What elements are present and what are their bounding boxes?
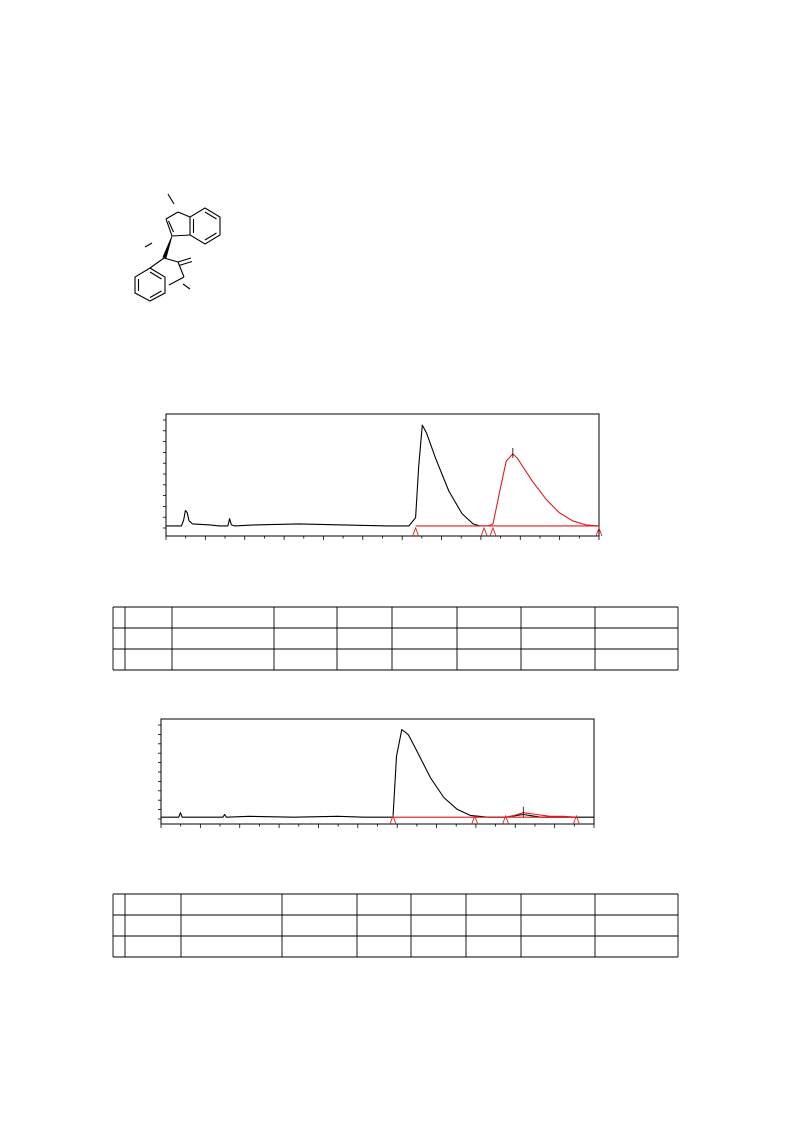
chromatogram-1-frame xyxy=(165,413,600,537)
chromatogram-2-traces xyxy=(161,728,594,818)
trace-series-2 xyxy=(505,812,577,818)
results-table-2 xyxy=(112,893,679,958)
results-table-1 xyxy=(112,606,679,671)
chromatogram-1-integration-markers xyxy=(412,526,603,537)
integration-marker xyxy=(595,526,603,537)
integration-marker xyxy=(572,814,580,825)
chromatogram-1-traces xyxy=(166,424,600,527)
integration-marker xyxy=(480,526,488,537)
chromatogram-2 xyxy=(158,718,595,828)
chromatogram-2-frame xyxy=(160,718,595,825)
integration-marker xyxy=(389,814,397,825)
trace-series-1 xyxy=(166,424,489,527)
chromatogram-2-integration-markers xyxy=(389,814,580,825)
trace-series-2 xyxy=(488,453,600,527)
chromatogram-2-x-ticks xyxy=(160,824,595,828)
chemical-structure xyxy=(134,193,221,302)
integration-marker xyxy=(502,814,510,825)
trace-series-1 xyxy=(161,728,594,818)
chromatogram-1-y-ticks xyxy=(163,419,166,529)
integration-marker xyxy=(471,814,479,825)
integration-marker xyxy=(412,526,420,537)
chromatogram-1 xyxy=(163,413,603,540)
integration-marker xyxy=(489,526,497,537)
chromatogram-1-x-ticks xyxy=(165,536,600,540)
chromatogram-2-y-ticks xyxy=(158,724,161,820)
